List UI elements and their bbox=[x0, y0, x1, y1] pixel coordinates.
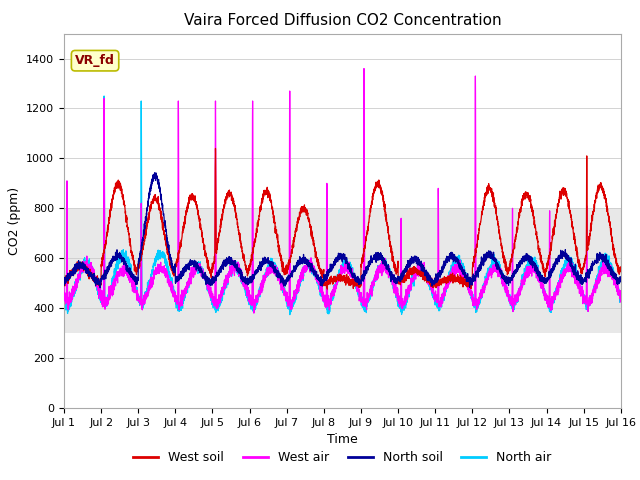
Bar bbox=[64, 208, 621, 333]
West air bbox=[499, 276, 507, 282]
North soil bbox=[468, 277, 476, 283]
Title: Vaira Forced Diffusion CO2 Concentration: Vaira Forced Diffusion CO2 Concentration bbox=[184, 13, 501, 28]
West air bbox=[322, 292, 330, 298]
North air bbox=[436, 297, 444, 303]
North air bbox=[322, 299, 330, 305]
West soil bbox=[322, 280, 330, 286]
West soil bbox=[499, 249, 507, 255]
North air bbox=[161, 254, 168, 260]
West air bbox=[360, 66, 368, 72]
North air bbox=[286, 312, 294, 318]
North air bbox=[60, 297, 68, 302]
North soil bbox=[161, 220, 168, 226]
Line: North air: North air bbox=[64, 96, 621, 315]
North soil bbox=[616, 274, 624, 280]
West soil bbox=[60, 281, 68, 287]
Line: West soil: West soil bbox=[64, 148, 621, 289]
North soil bbox=[436, 268, 444, 274]
West soil bbox=[212, 145, 220, 151]
West soil bbox=[616, 268, 624, 274]
Legend: West soil, West air, North soil, North air: West soil, West air, North soil, North a… bbox=[128, 446, 557, 469]
West soil bbox=[323, 286, 331, 292]
West soil bbox=[160, 232, 168, 238]
West soil bbox=[617, 264, 625, 270]
North air bbox=[616, 297, 624, 303]
West air bbox=[250, 310, 258, 316]
West soil bbox=[468, 282, 476, 288]
X-axis label: Time: Time bbox=[327, 433, 358, 446]
North soil bbox=[499, 274, 507, 280]
North air bbox=[499, 274, 507, 280]
West air bbox=[468, 288, 476, 294]
North soil bbox=[151, 170, 159, 176]
Line: West air: West air bbox=[64, 69, 621, 313]
West soil bbox=[436, 281, 444, 287]
West air bbox=[60, 284, 68, 290]
North air bbox=[100, 93, 108, 99]
Line: North soil: North soil bbox=[64, 173, 621, 288]
West air bbox=[436, 295, 444, 300]
West air bbox=[617, 296, 625, 302]
Text: VR_fd: VR_fd bbox=[75, 54, 115, 67]
West air bbox=[160, 270, 168, 276]
West air bbox=[616, 294, 624, 300]
North soil bbox=[322, 276, 330, 281]
North soil bbox=[60, 281, 68, 287]
North air bbox=[468, 294, 476, 300]
North soil bbox=[96, 285, 104, 290]
Y-axis label: CO2 (ppm): CO2 (ppm) bbox=[8, 187, 20, 255]
North air bbox=[617, 292, 625, 298]
North soil bbox=[617, 276, 625, 281]
